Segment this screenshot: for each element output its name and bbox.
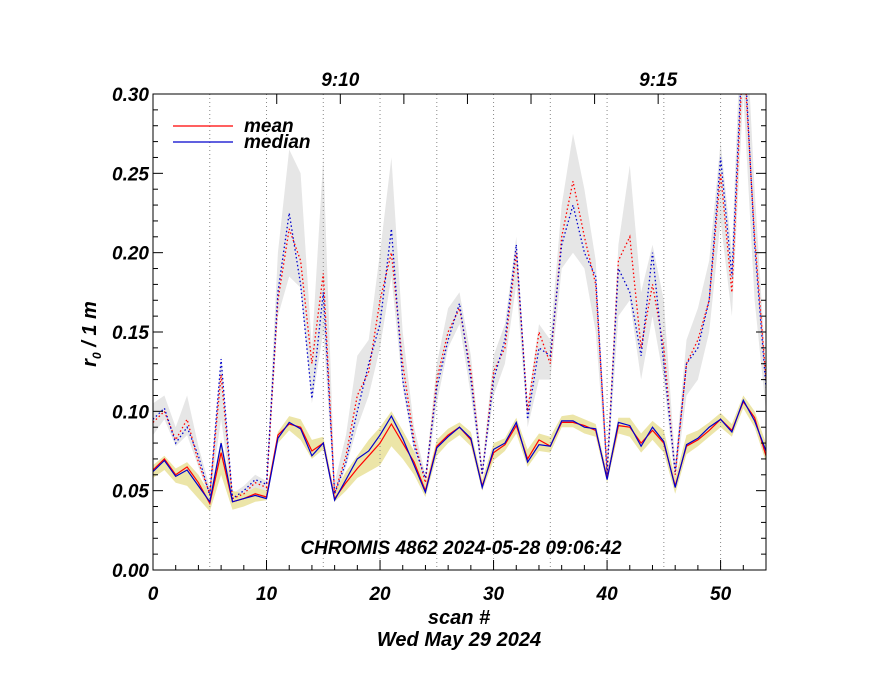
time-label-0: 9:10 — [321, 70, 359, 91]
x-axis-label: scan # — [428, 607, 491, 629]
tick-labels: 0.00 0.05 0.10 0.15 0.20 0.25 0.30 0 10 20 30 40 50 9… — [112, 70, 732, 605]
ytick-label-0: 0.00 — [112, 561, 149, 582]
series-line-0 — [153, 94, 766, 500]
x-axis-date-label: Wed May 29 2024 — [377, 629, 541, 651]
legend-label-mean: mean — [244, 116, 294, 137]
legend-label-median: median — [244, 132, 311, 153]
y-axis-label: r0 / 1 m — [79, 301, 104, 367]
ytick-label-4: 0.20 — [112, 244, 149, 265]
xtick-label-4: 40 — [596, 584, 619, 605]
time-label-1: 9:15 — [639, 70, 677, 91]
ytick-label-2: 0.10 — [112, 402, 149, 423]
axis-ticks — [152, 93, 767, 571]
ytick-label-6: 0.30 — [112, 85, 149, 106]
ytick-label-3: 0.15 — [112, 323, 149, 344]
xtick-label-2: 20 — [368, 584, 391, 605]
series-line-3 — [153, 398, 766, 504]
xtick-label-0: 0 — [148, 584, 159, 605]
series-line-1 — [153, 94, 766, 500]
band-0 — [153, 94, 766, 502]
legend: mean median — [173, 116, 311, 153]
xtick-label-1: 10 — [256, 584, 278, 605]
chart-title: CHROMIS 4862 2024-05-28 09:06:42 — [300, 538, 622, 559]
ytick-label-1: 0.05 — [112, 482, 149, 503]
xtick-label-3: 30 — [483, 584, 505, 605]
data-lines — [153, 94, 766, 506]
xtick-label-5: 50 — [710, 584, 732, 605]
ytick-label-5: 0.25 — [112, 164, 149, 185]
